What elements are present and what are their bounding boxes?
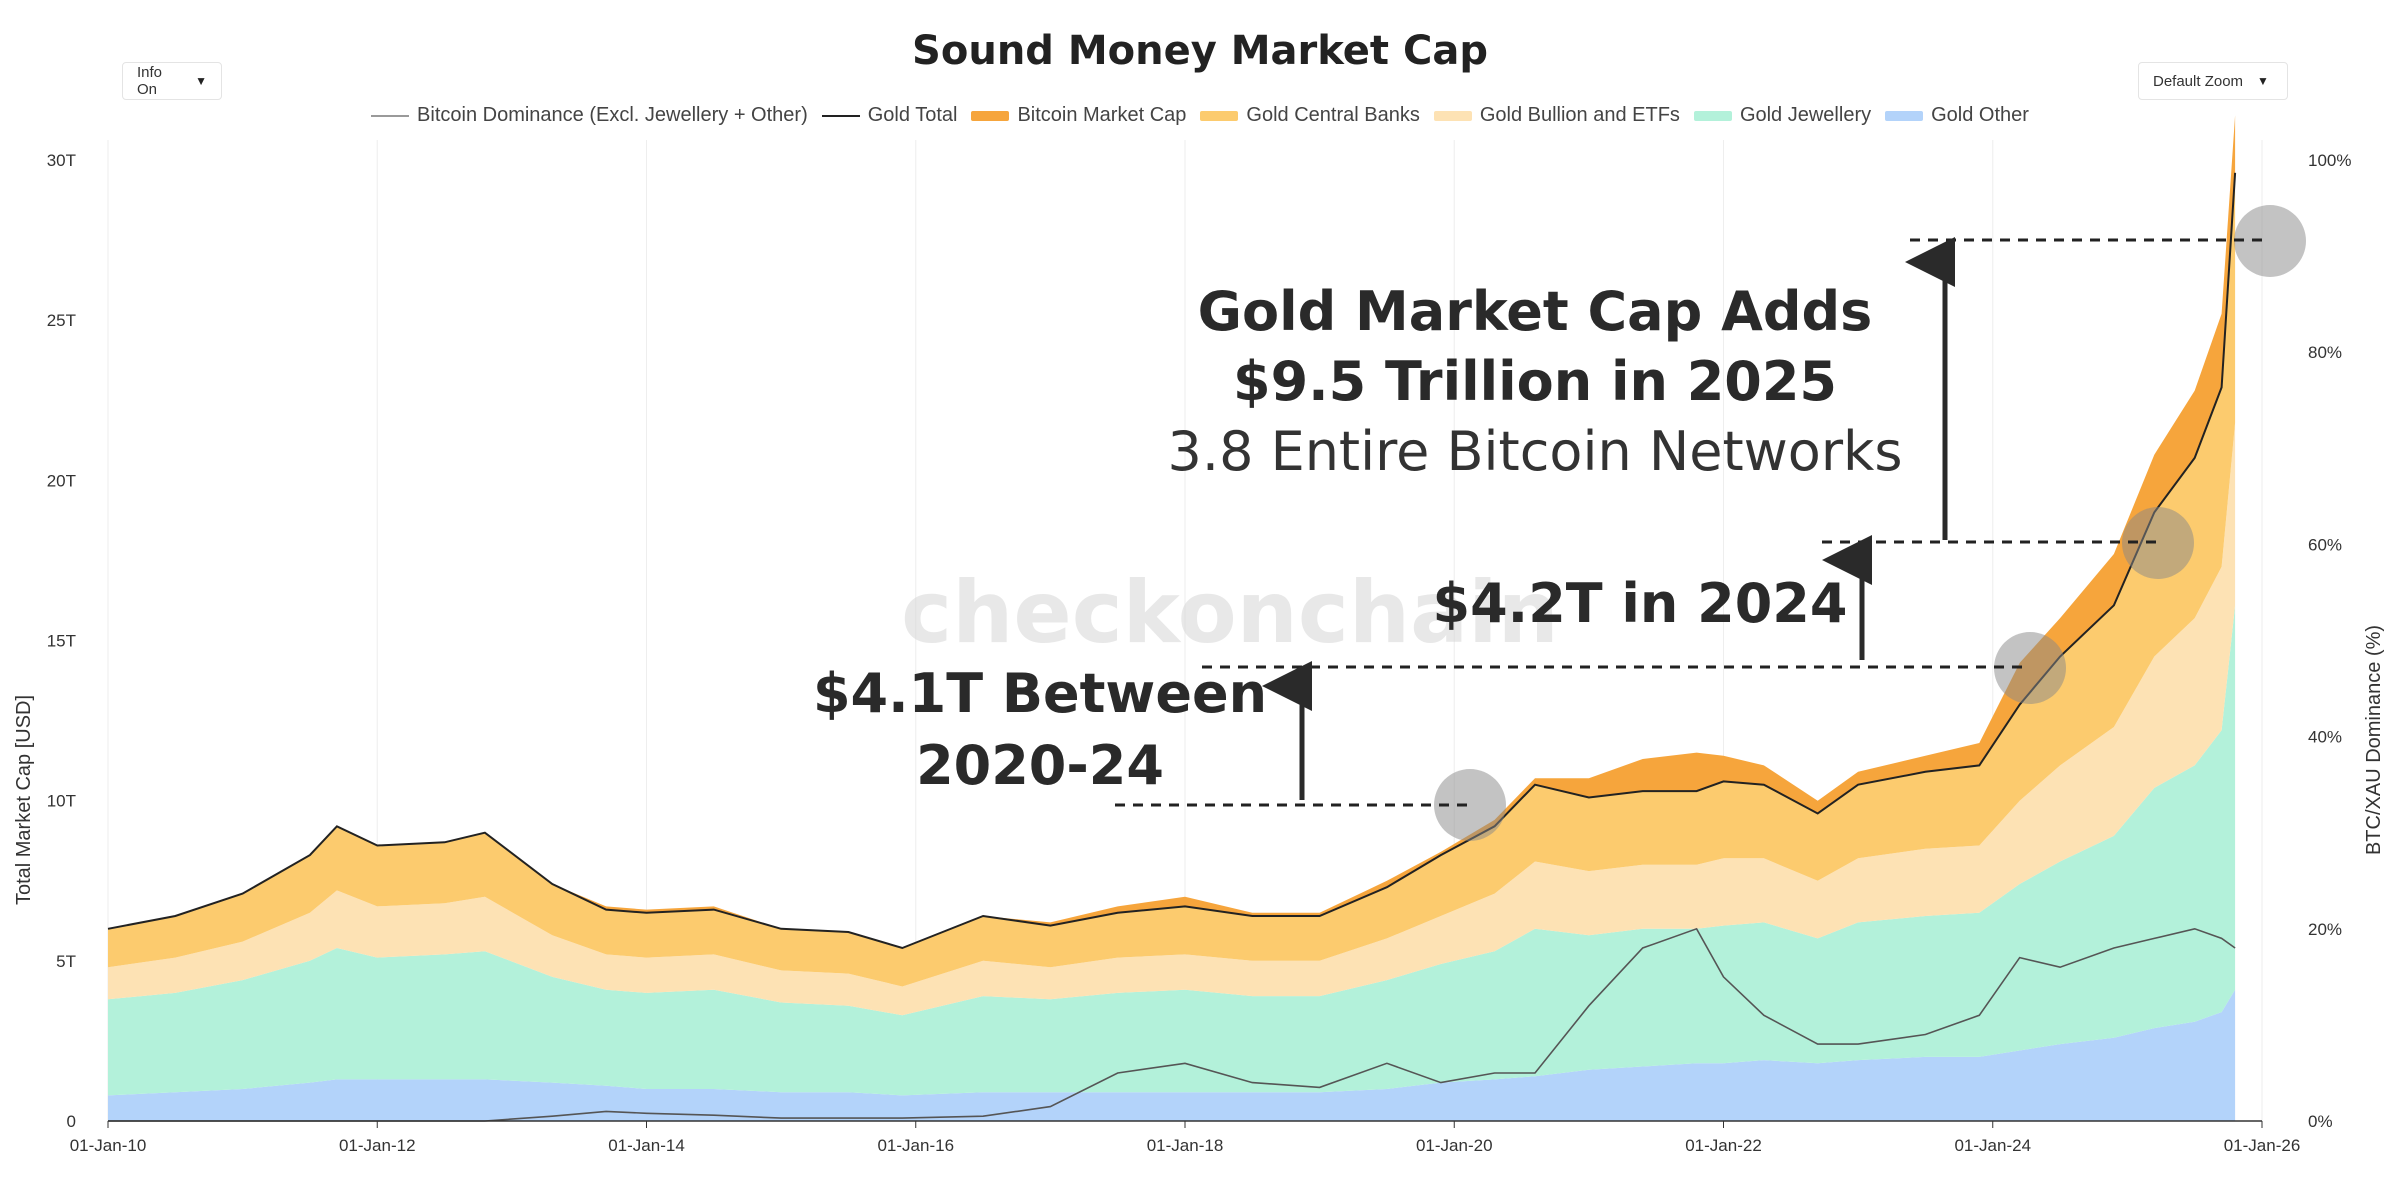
legend-swatch: [1693, 110, 1732, 121]
legend-swatch: [821, 114, 860, 117]
chart-title: Sound Money Market Cap: [912, 28, 1488, 74]
x-tick-label: 01-Jan-18: [1147, 1136, 1224, 1155]
x-tick-label: 01-Jan-22: [1685, 1136, 1762, 1155]
y-tick-label: 15T: [47, 632, 76, 651]
chevron-down-icon: ▼: [2257, 74, 2269, 88]
x-tick-label: 01-Jan-16: [877, 1136, 954, 1155]
legend-label: Bitcoin Market Cap: [1017, 104, 1187, 126]
legend-item-gold-jewellery[interactable]: Gold Jewellery: [1693, 104, 1872, 127]
axes: 01-Jan-10 01-Jan-12 01-Jan-14 01-Jan-16 01-J…: [47, 151, 2352, 1155]
x-tick-label: 01-Jan-26: [2224, 1136, 2301, 1155]
watermark-text: checkonchain: [901, 563, 1559, 663]
legend-swatch: [971, 110, 1010, 121]
legend-swatch: [1885, 110, 1924, 121]
legend-swatch: [1433, 110, 1472, 121]
legend-item-gold-other[interactable]: Gold Other: [1885, 104, 2029, 127]
y-tick-label: 25T: [47, 311, 76, 330]
y-tick-label: 20T: [47, 471, 76, 490]
legend-label: Gold Total: [867, 104, 958, 126]
chevron-down-icon: ▼: [195, 74, 207, 88]
legend-label: Gold Other: [1931, 104, 2029, 126]
legend-item-gold-central-banks[interactable]: Gold Central Banks: [1200, 104, 1420, 127]
info-dropdown-label: Info On: [137, 64, 163, 98]
annotation-2025-line1: Gold Market Cap Adds: [1198, 280, 1873, 343]
y2-tick-label: 40%: [2308, 728, 2342, 747]
y-tick-label: 0: [67, 1112, 76, 1131]
milestone-circle-2025-peak: [2234, 205, 2306, 277]
y2-tick-label: 0%: [2308, 1112, 2333, 1131]
area-gold-other: [108, 989, 2236, 1121]
x-tick-label: 01-Jan-12: [339, 1136, 416, 1155]
milestone-circle-2020: [1434, 769, 1506, 841]
zoom-dropdown[interactable]: Default Zoom ▼: [2138, 62, 2288, 100]
annotation-2025-line2: $9.5 Trillion in 2025: [1233, 350, 1837, 413]
area-gold-bullion-and-etfs: [108, 422, 2236, 1016]
y-tick-label: 5T: [56, 952, 76, 971]
x-tick-label: 01-Jan-20: [1416, 1136, 1493, 1155]
legend-label: Gold Jewellery: [1739, 104, 1872, 126]
legend: Bitcoin Dominance (Excl. Jewellery + Oth…: [0, 104, 2400, 127]
x-tick-label: 01-Jan-24: [1954, 1136, 2031, 1155]
x-tick-label: 01-Jan-14: [608, 1136, 685, 1155]
area-gold-jewellery: [108, 605, 2236, 1096]
y-tick-label: 30T: [47, 151, 76, 170]
legend-label: Gold Bullion and ETFs: [1479, 104, 1680, 126]
legend-item-btc-dominance[interactable]: Bitcoin Dominance (Excl. Jewellery + Oth…: [371, 104, 808, 127]
area-series: [108, 115, 2236, 1121]
y2-tick-label: 60%: [2308, 535, 2342, 554]
x-tick-label: 01-Jan-10: [70, 1136, 147, 1155]
annotation-2020-line2: 2020-24: [916, 734, 1164, 797]
zoom-dropdown-label: Default Zoom: [2153, 72, 2244, 90]
annotation-2025-line3: 3.8 Entire Bitcoin Networks: [1168, 420, 1903, 483]
info-dropdown[interactable]: Info On ▼: [122, 62, 222, 100]
y2-axis-title: BTC/XAU Dominance (%): [2363, 625, 2385, 855]
y2-tick-label: 100%: [2308, 151, 2351, 170]
legend-swatch: [371, 114, 410, 117]
y2-tick-label: 80%: [2308, 343, 2342, 362]
y2-tick-label: 20%: [2308, 920, 2342, 939]
annotation-2024: $4.2T in 2024: [1433, 572, 1848, 635]
legend-label: Gold Central Banks: [1246, 104, 1420, 126]
legend-label: Bitcoin Dominance (Excl. Jewellery + Oth…: [417, 104, 808, 126]
annotation-2020-line1: $4.1T Between: [813, 662, 1267, 725]
legend-swatch: [1200, 110, 1239, 121]
milestone-circle-2024-start: [1994, 632, 2066, 704]
legend-item-gold-total[interactable]: Gold Total: [821, 104, 958, 127]
legend-item-bitcoin-market-cap[interactable]: Bitcoin Market Cap: [971, 104, 1186, 127]
y-axis-title: Total Market Cap [USD]: [13, 695, 35, 905]
y-tick-label: 10T: [47, 792, 76, 811]
legend-item-gold-bullion-etfs[interactable]: Gold Bullion and ETFs: [1433, 104, 1680, 127]
line-gold-total: [107, 172, 2237, 950]
milestone-circle-2025-start: [2122, 507, 2194, 579]
